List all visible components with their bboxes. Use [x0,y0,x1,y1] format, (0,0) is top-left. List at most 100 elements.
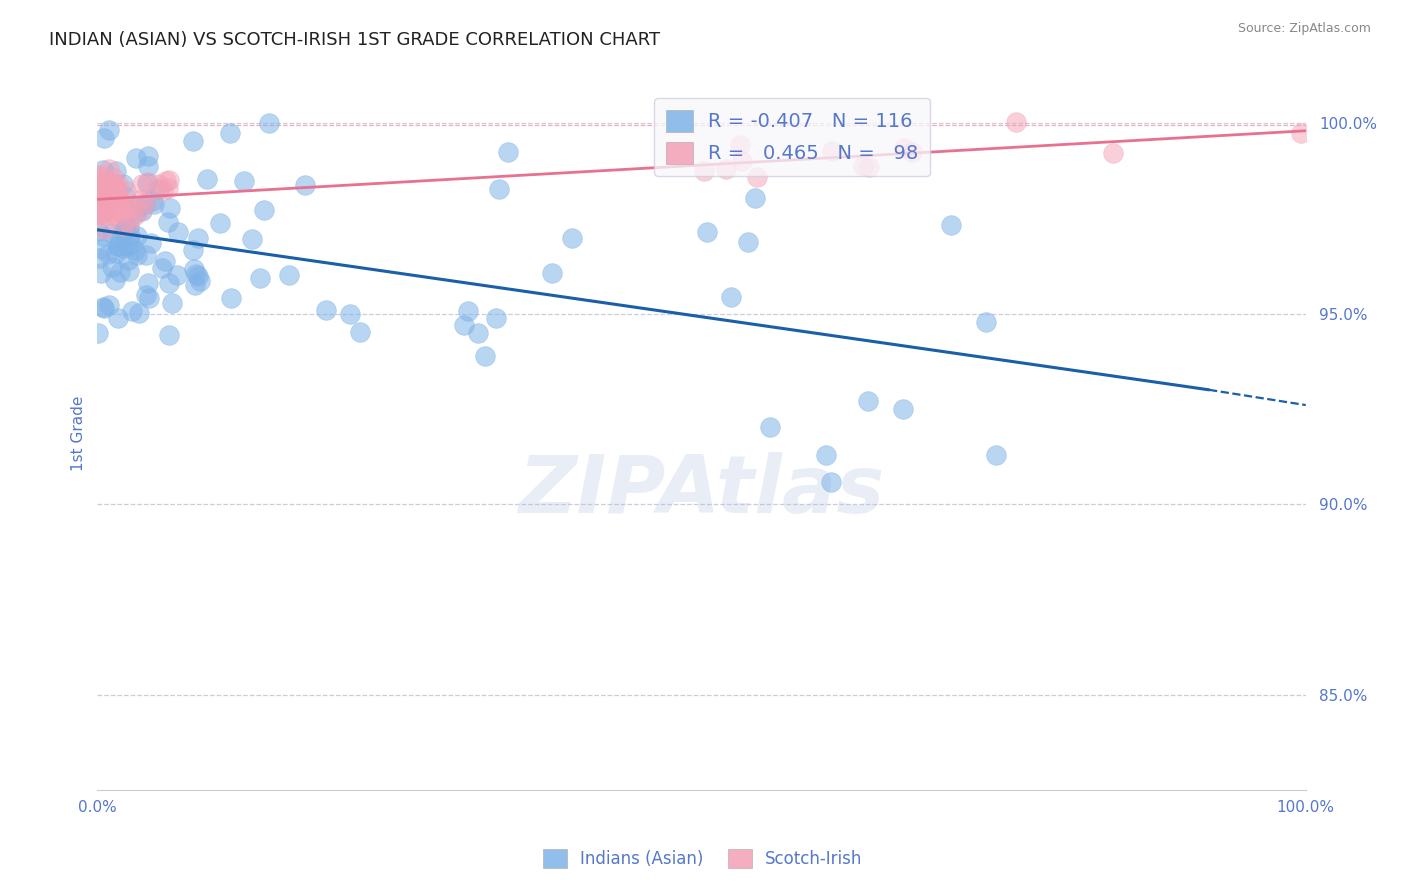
Point [737,235,759,249]
Point [852,160,875,174]
Point [100,192,122,206]
Point [138,291,160,305]
Point [716,162,738,177]
Point [745,169,768,184]
Point [114,188,136,202]
Point [720,290,742,304]
Point [93,194,115,208]
Text: Source: ZipAtlas.com: Source: ZipAtlas.com [1237,22,1371,36]
Point [821,145,844,159]
Point [110,204,132,219]
Point [891,401,914,416]
Point [97,123,120,137]
Point [107,238,129,252]
Point [117,239,139,253]
Point [100,177,122,191]
Point [1005,115,1028,129]
Point [181,243,204,257]
Point [100,204,122,219]
Point [93,301,115,316]
Point [157,181,180,195]
Point [112,177,135,191]
Point [141,194,163,209]
Point [152,183,174,197]
Point [187,231,209,245]
Point [136,276,159,290]
Point [89,178,111,192]
Point [128,305,150,319]
Point [86,168,108,182]
Point [87,175,110,189]
Point [208,216,231,230]
Point [105,164,128,178]
Point [131,178,153,192]
Point [858,161,880,175]
Point [93,194,115,208]
Point [98,176,121,190]
Point [143,197,166,211]
Point [114,221,136,235]
Point [93,208,115,222]
Point [136,176,159,190]
Point [183,261,205,276]
Point [111,202,134,216]
Point [108,233,131,247]
Point [100,188,122,202]
Point [693,164,716,178]
Point [104,273,127,287]
Point [91,196,114,211]
Point [118,220,141,235]
Point [122,209,145,223]
Point [253,202,276,217]
Point [89,178,111,192]
Point [136,175,159,189]
Point [901,145,924,159]
Point [93,193,115,207]
Point [101,191,124,205]
Point [131,204,153,219]
Point [94,202,117,217]
Point [485,310,508,325]
Point [219,126,242,140]
Point [744,191,766,205]
Point [134,196,156,211]
Point [107,177,129,191]
Point [820,475,842,489]
Point [90,266,112,280]
Point [105,186,128,201]
Point [97,191,120,205]
Point [93,229,115,244]
Point [974,315,997,329]
Point [125,229,148,244]
Y-axis label: 1st Grade: 1st Grade [72,396,86,471]
Point [91,196,114,211]
Point [87,191,110,205]
Point [101,209,124,223]
Point [488,182,510,196]
Point [135,287,157,301]
Point [93,194,115,208]
Point [110,200,132,214]
Point [93,131,115,145]
Point [107,239,129,253]
Point [87,191,110,205]
Point [91,300,114,314]
Point [759,420,782,434]
Point [94,202,117,217]
Point [93,194,115,209]
Point [87,188,110,202]
Text: ZIPAtlas: ZIPAtlas [519,451,884,530]
Point [249,270,271,285]
Point [91,202,114,216]
Point [157,173,180,187]
Point [315,302,337,317]
Point [90,188,112,202]
Point [87,326,110,340]
Point [101,205,124,219]
Point [101,179,124,194]
Point [278,268,301,282]
Point [125,151,148,165]
Point [561,231,583,245]
Point [339,307,361,321]
Point [496,145,519,159]
